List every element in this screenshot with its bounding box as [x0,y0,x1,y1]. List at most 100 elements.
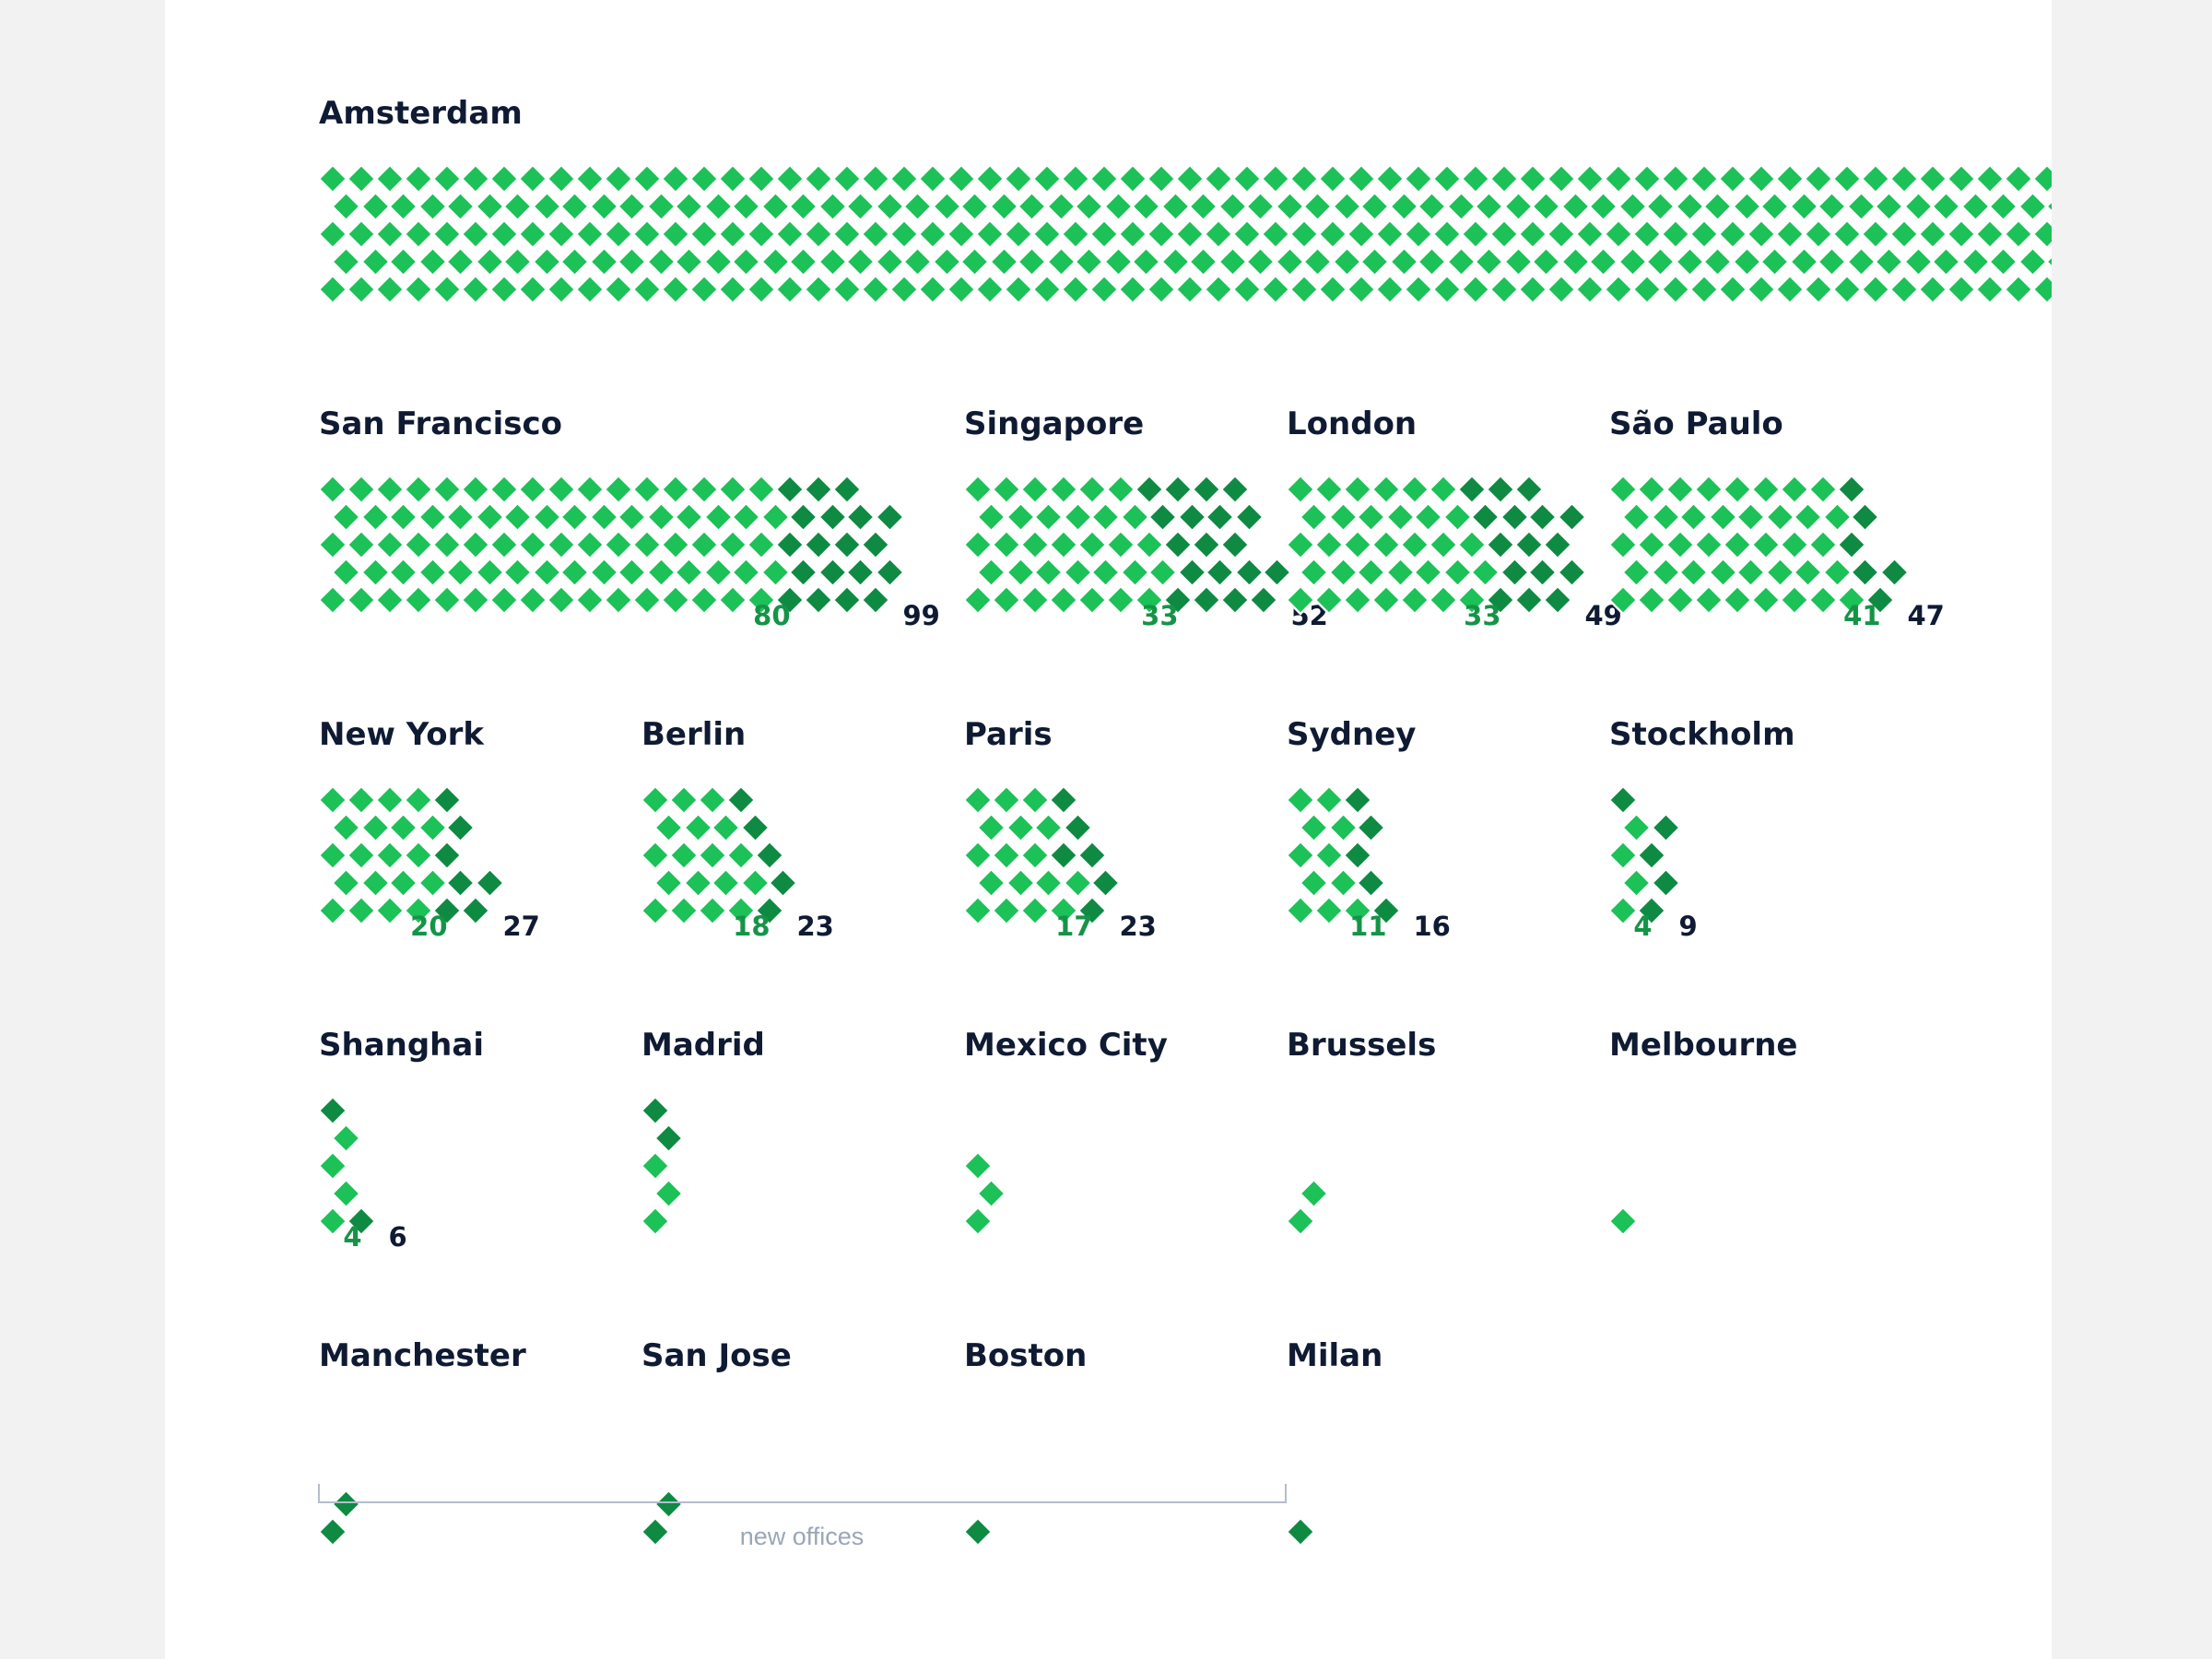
unit-diamond [1688,163,1720,194]
unit-diamond [1607,895,1639,926]
unit-diamond [1546,274,1577,305]
office-madrid: Madrid [640,1027,765,1237]
unit-diamond [1117,274,1148,305]
office-san-francisco: San Francisco 80 99 [317,406,940,631]
unit-diamond [682,812,714,843]
unit-diamond [746,274,777,305]
unit-diamond [991,584,1022,616]
unit-diamond [1574,274,1606,305]
unit-diamond [640,1095,671,1126]
unit-diamond [1701,191,1734,222]
unit-diamond [1346,274,1377,305]
unit-diamond [1546,163,1577,194]
unit-diamond [1231,274,1263,305]
unit-diamond [673,191,705,222]
unit-diamond [374,218,406,250]
unit-diamond [1032,867,1065,899]
unit-diamond [631,529,663,560]
office-manchester: Manchester [317,1337,526,1547]
office-name: Melbourne [1609,1027,1797,1064]
unit-diamond [431,895,463,926]
unit-diamond [1774,163,1806,194]
unit-diamond [1650,867,1682,899]
unit-diamond [403,218,434,250]
unit-diamond [1441,501,1474,533]
unit-diamond [702,191,735,222]
unit-diamond [988,246,1020,277]
unit-diamond [603,529,634,560]
unit-diamond [931,246,963,277]
unit-diamond [1644,191,1677,222]
unit-diamond [1677,557,1710,588]
unit-diamond [616,557,648,588]
unit-diamond [1244,246,1277,277]
unit-diamond [1917,218,1948,250]
office-amsterdam: AmsterdamAs of December 31, 2017396As of… [317,95,2052,305]
unit-diamond [1285,1516,1316,1547]
unit-diamond [1759,246,1791,277]
unit-diamond [1374,218,1406,250]
unit-diamond [1371,584,1402,616]
unit-diamond [787,557,819,588]
unit-diamond [1831,163,1863,194]
unit-diamond [673,557,705,588]
unit-diamond [1849,501,1881,533]
unit-diamond [688,584,720,616]
unit-diamond [488,163,520,194]
unit-diamond [901,191,934,222]
unit-diamond [1530,246,1562,277]
office-name: Manchester [319,1337,526,1374]
unit-diamond [2031,274,2052,305]
unit-diamond [2044,199,2052,214]
unit-diamond [962,895,994,926]
unit-diamond [417,812,449,843]
unit-diamond [1473,191,1505,222]
unit-diamond [1959,191,1992,222]
unit-diamond [1845,191,1877,222]
unit-diamond [717,584,748,616]
unit-diamond [653,812,685,843]
unit-diamond [1792,557,1824,588]
unit-diamond [588,191,620,222]
unit-diamond [1048,784,1079,816]
unit-diamond [831,218,863,250]
unit-diamond [588,246,620,277]
value-2018: 47 [1908,600,1945,631]
unit-diamond [1187,191,1219,222]
unit-diamond [1217,246,1249,277]
unit-diamond [860,584,891,616]
unit-diamond [559,191,591,222]
unit-diamond [1807,474,1839,505]
unit-diamond [1917,274,1948,305]
unit-diamond [1693,474,1724,505]
unit-diamond [444,501,477,533]
unit-diamond [774,163,806,194]
unit-diamond [975,557,1007,588]
unit-diamond [460,474,491,505]
unit-diamond [888,163,920,194]
unit-diamond [1917,163,1948,194]
unit-diamond [1502,191,1535,222]
unit-diamond [1930,191,1962,222]
unit-diamond [1146,274,1177,305]
unit-diamond [488,218,520,250]
unit-diamond [317,895,348,926]
unit-diamond [774,474,806,505]
unit-diamond [1650,812,1682,843]
unit-diamond [759,246,792,277]
value-2017: 33 [1464,600,1500,631]
unit-diamond [1636,895,1667,926]
unit-diamond [1060,218,1091,250]
unit-diamond [817,246,849,277]
unit-diamond [460,529,491,560]
unit-diamond [403,584,434,616]
unit-diamond [488,474,520,505]
unit-diamond [653,1123,685,1154]
unit-diamond [474,191,506,222]
unit-diamond [1788,191,1820,222]
unit-diamond [1831,274,1863,305]
unit-diamond [1607,840,1639,871]
unit-diamond [517,218,548,250]
unit-diamond [1019,895,1051,926]
unit-diamond [730,501,762,533]
